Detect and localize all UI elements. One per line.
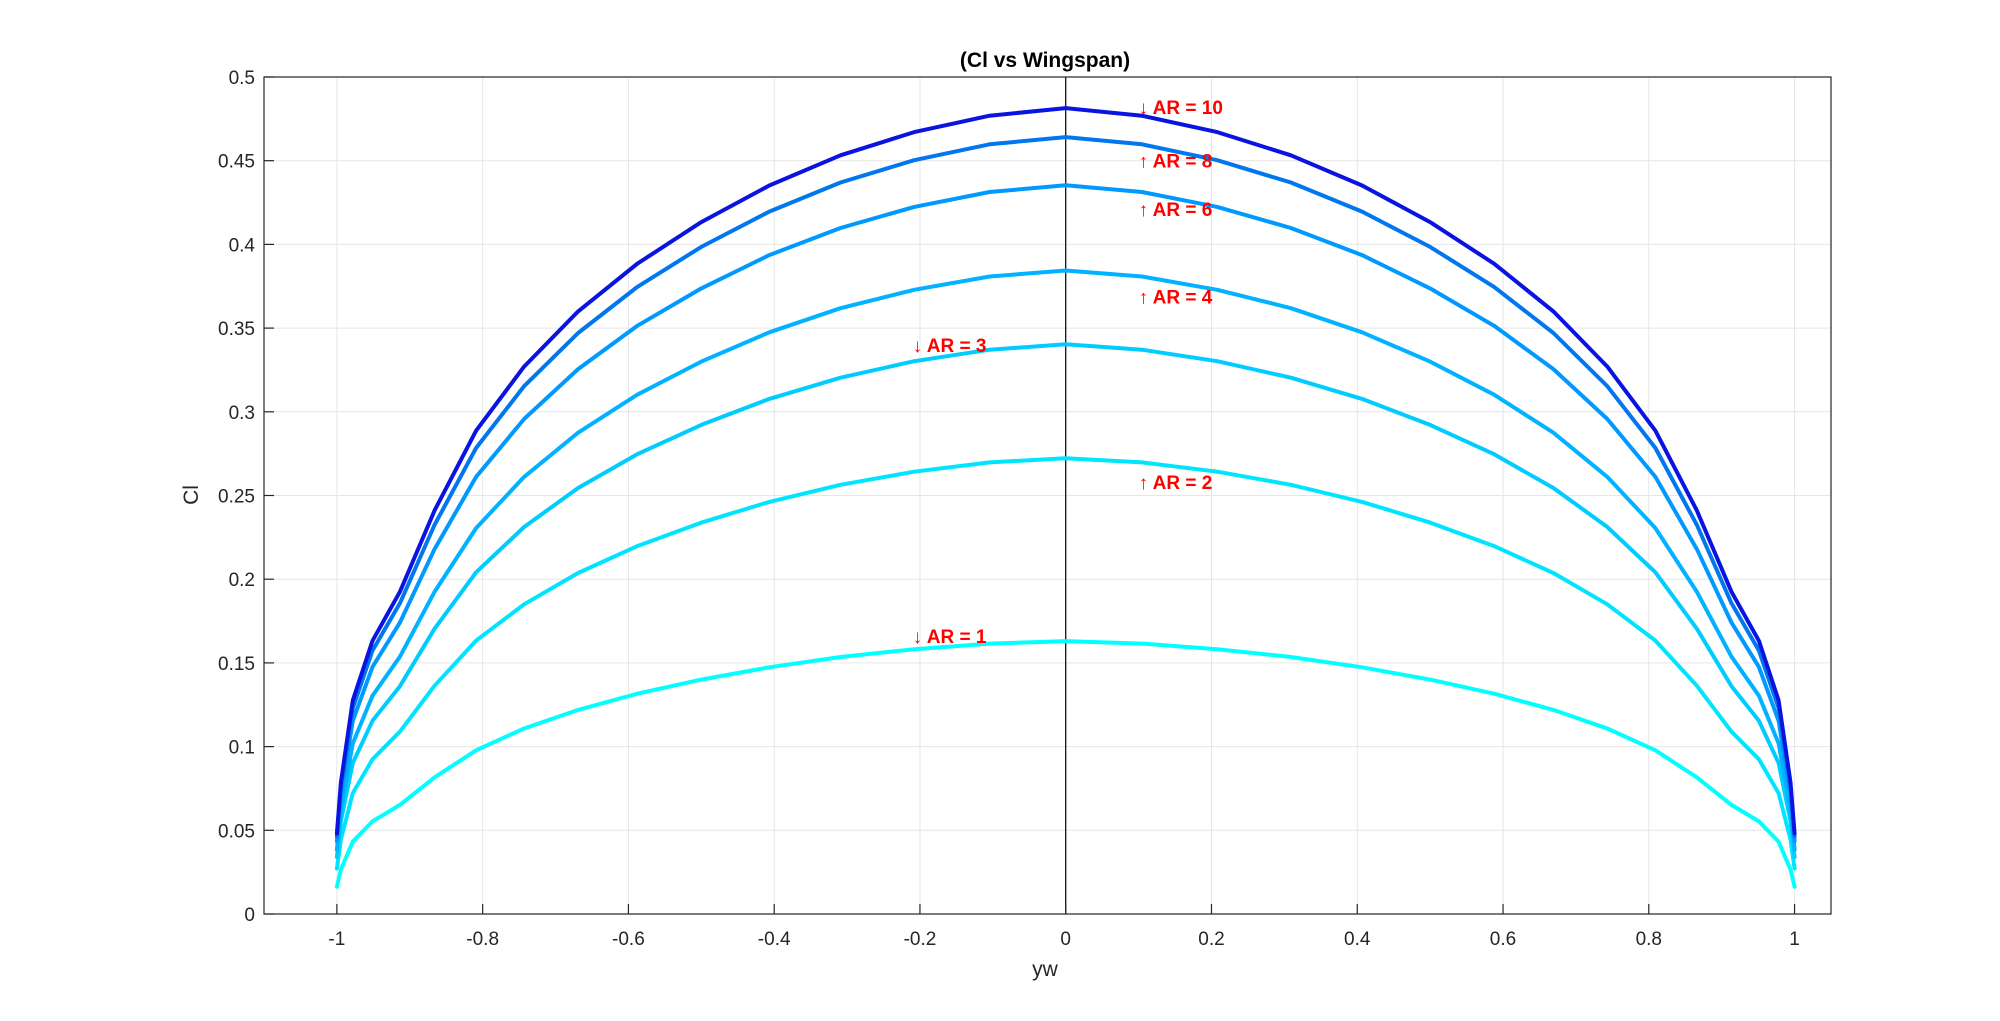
annotation-label: ↓ AR = 1 [913,627,987,648]
x-tick-label: -0.2 [904,929,937,950]
x-tick-label: 0.2 [1198,929,1224,950]
annotation-label: ↑ AR = 6 [1139,200,1213,221]
y-tick-label: 0.25 [218,487,255,508]
y-tick-label: 0 [244,905,255,926]
annotation-label: ↑ AR = 2 [1139,473,1213,494]
series-line-ar3 [334,342,1797,860]
y-tick-label: 0.2 [229,570,255,591]
x-tick-label: 1 [1789,929,1800,950]
x-axis-label: yw [1032,958,1059,981]
chart-title: (Cl vs Wingspan) [960,49,1130,72]
x-tick-label: -0.4 [758,929,791,950]
series-lines [334,106,1797,889]
series-line-ar4 [334,268,1797,852]
y-axis-label: Cl [180,485,203,505]
annotation-label: ↓ AR = 10 [1139,98,1223,119]
series-line-ar2 [334,456,1797,871]
y-tick-label: 0.4 [229,235,256,256]
y-tick-label: 0.05 [218,821,255,842]
x-tick-label: 0 [1060,929,1071,950]
series-line-ar8 [334,135,1797,839]
annotations: ↓ AR = 10 ↑ AR = 8 ↑ AR = 6 ↑ AR = 4 ↓ AR = … [913,98,1223,648]
x-tick-label: -0.6 [612,929,645,950]
annotation-label: ↑ AR = 8 [1139,152,1213,173]
y-tick-label: 0.3 [229,403,255,424]
y-tick-label: 0.45 [218,152,255,173]
y-tick-label: 0.15 [218,654,255,675]
y-tick-label: 0.5 [229,68,255,89]
series-line-ar10 [334,106,1797,836]
x-tick-label: 0.6 [1490,929,1516,950]
x-tick-label: -1 [328,929,345,950]
x-tick-label: 0.8 [1636,929,1662,950]
series-line-ar6 [334,183,1797,844]
x-tick-label: 0.4 [1344,929,1371,950]
annotation-label: ↑ AR = 4 [1139,287,1213,308]
x-tick-label: -0.8 [466,929,499,950]
series-line-ar1 [334,639,1797,889]
axis-ticks: -1 -0.8 -0.6 -0.4 -0.2 0 0.2 0.4 0.6 0.8 1 0 0.05 0.1… [218,68,1800,950]
annotation-label: ↓ AR = 3 [913,336,987,357]
y-tick-label: 0.1 [229,738,255,759]
y-tick-label: 0.35 [218,319,255,340]
